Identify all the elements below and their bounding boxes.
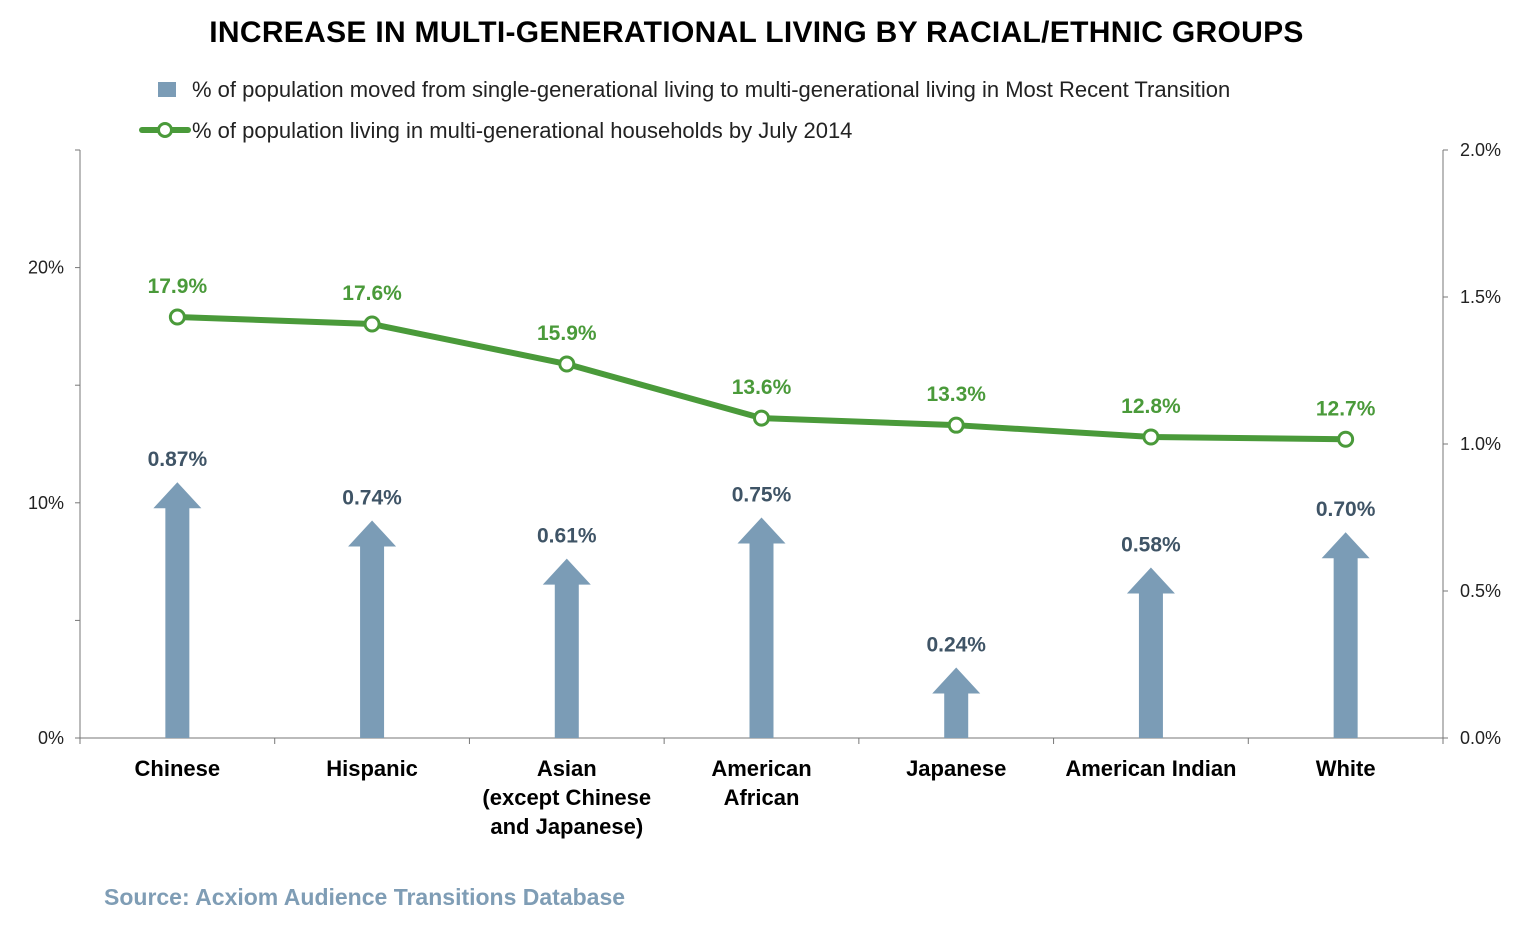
line-point — [168, 308, 186, 326]
line-point — [558, 355, 576, 373]
left-tick-label: 10% — [28, 493, 64, 513]
line-data-label: 12.7% — [1316, 397, 1376, 420]
right-tick-label: 1.5% — [1460, 287, 1501, 307]
bar-series: 0.87% 0.74% 0.61% 0.75% 0.24% 0.58% 0.70% — [148, 448, 1376, 738]
right-tick-label: 0.5% — [1460, 581, 1501, 601]
category-label: American Indian — [1065, 756, 1236, 781]
legend: % of population moved from single-genera… — [139, 77, 1230, 143]
line-series: 17.9% 17.6% 15.9% 13.6% 13.3% 12.8% 12.7% — [148, 275, 1376, 448]
legend-line-marker — [157, 122, 173, 138]
right-tick-label: 1.0% — [1460, 434, 1501, 454]
line-data-label: 12.8% — [1121, 395, 1181, 418]
bar-data-label: 0.58% — [1121, 533, 1181, 556]
bar-data-label: 0.24% — [926, 633, 986, 656]
line-point — [1337, 430, 1355, 448]
line-data-label: 17.6% — [342, 282, 402, 305]
bar-data-label: 0.61% — [537, 525, 597, 548]
line-data-label: 13.6% — [732, 376, 792, 399]
bar-data-label: 0.70% — [1316, 498, 1376, 521]
category-label: and Japanese) — [490, 814, 643, 839]
line-point — [947, 416, 965, 434]
legend-bar-swatch — [158, 82, 176, 97]
category-label: Asian — [537, 756, 597, 781]
bar-data-label: 0.74% — [342, 486, 402, 509]
bar-arrow — [1321, 532, 1370, 738]
category-label: (except Chinese — [482, 785, 651, 810]
line-point — [753, 409, 770, 427]
bar-arrow — [737, 517, 786, 738]
category-label: Hispanic — [326, 756, 418, 781]
source-note: Source: Acxiom Audience Transitions Data… — [104, 884, 626, 910]
axes: 0% 10% 20% 0.0% 0.5% 1.0% 1.5% 2.0% — [28, 140, 1501, 748]
left-tick-label: 20% — [28, 258, 64, 278]
line-point — [363, 315, 381, 333]
category-label: Japanese — [906, 756, 1006, 781]
category-label: Chinese — [135, 756, 221, 781]
line-data-label: 13.3% — [926, 383, 986, 406]
chart-title: INCREASE IN MULTI-GENERATIONAL LIVING BY… — [209, 16, 1304, 49]
line-data-label: 15.9% — [537, 322, 597, 345]
right-tick-label: 2.0% — [1460, 140, 1501, 160]
legend-bar-label: % of population moved from single-genera… — [192, 77, 1230, 102]
right-tick-label: 0.0% — [1460, 728, 1501, 748]
line-data-label: 17.9% — [148, 275, 208, 298]
bar-data-label: 0.87% — [148, 448, 208, 471]
bar-arrow — [542, 558, 591, 738]
bar-arrow — [1126, 567, 1175, 738]
category-label: American — [711, 756, 811, 781]
bar-arrow — [153, 482, 202, 738]
category-label: African — [724, 785, 800, 810]
bar-data-label: 0.75% — [732, 484, 792, 507]
legend-line-label: % of population living in multi-generati… — [192, 118, 852, 143]
category-label: White — [1316, 756, 1376, 781]
left-tick-label: 0% — [38, 728, 64, 748]
bar-arrow — [932, 667, 981, 738]
bar-arrow — [348, 520, 397, 738]
line-point — [1142, 428, 1160, 446]
category-labels: Chinese Hispanic Asian (except Chinese and J… — [135, 756, 1376, 839]
